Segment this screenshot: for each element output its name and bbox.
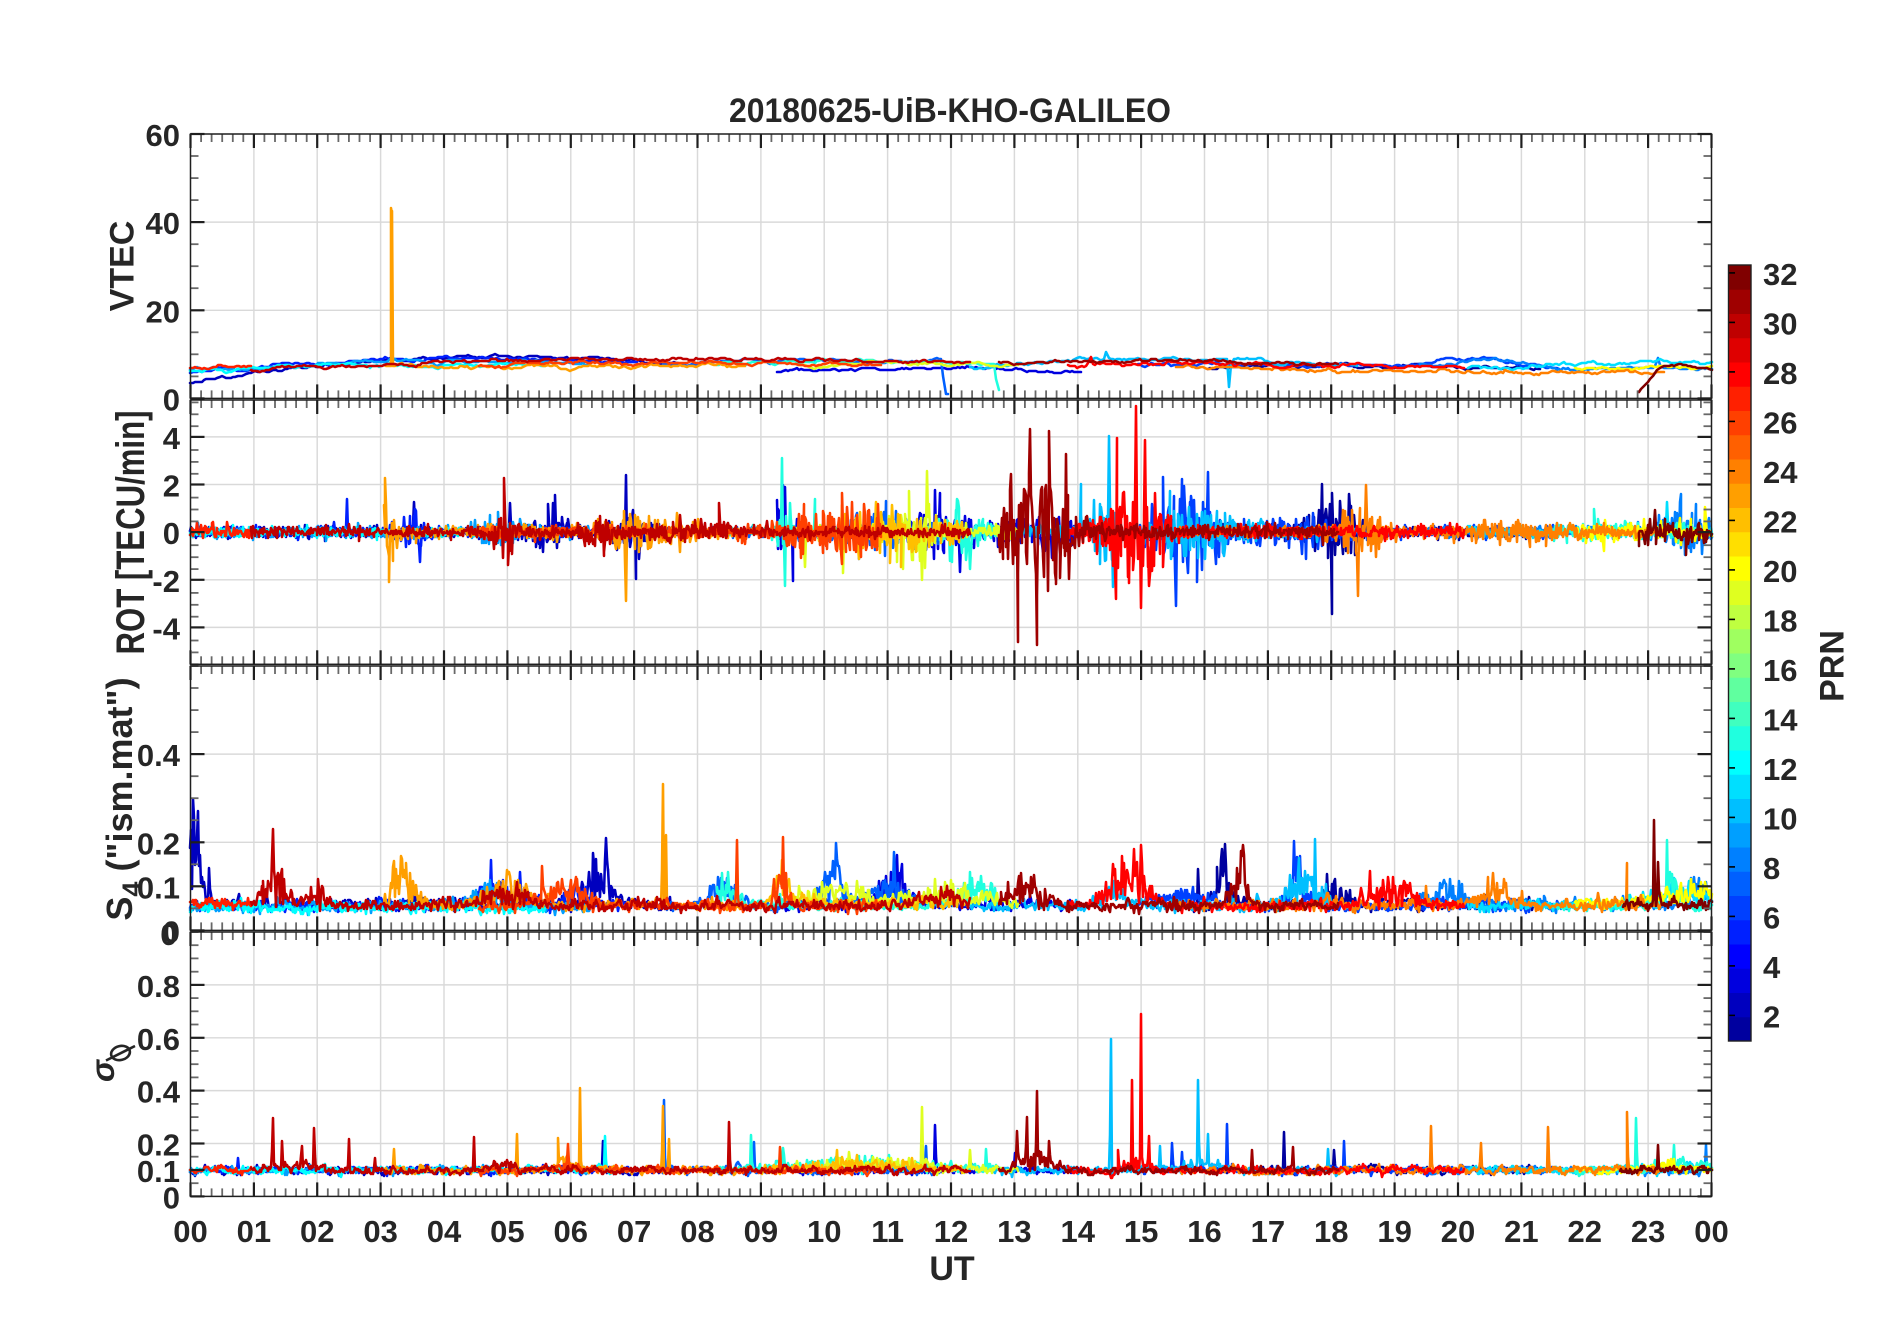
svg-text:20180625-UiB-KHO-GALILEO: 20180625-UiB-KHO-GALILEO [729,92,1171,130]
svg-text:0: 0 [163,382,180,417]
svg-text:0.1: 0.1 [137,1154,180,1189]
svg-text:0: 0 [160,917,177,952]
svg-text:18: 18 [1763,603,1797,638]
svg-text:13: 13 [997,1214,1031,1249]
svg-text:32: 32 [1763,257,1797,292]
svg-text:16: 16 [1187,1214,1221,1249]
svg-text:4: 4 [163,421,181,456]
svg-text:09: 09 [744,1214,778,1249]
svg-text:03: 03 [363,1214,397,1249]
svg-text:02: 02 [300,1214,334,1249]
svg-text:S4 ("ism.mat"): S4 ("ism.mat") [99,677,147,920]
svg-text:0.8: 0.8 [137,969,180,1004]
svg-text:11: 11 [871,1214,904,1249]
svg-text:0.1: 0.1 [137,870,180,905]
svg-text:05: 05 [490,1214,524,1249]
svg-text:6: 6 [1763,900,1780,935]
svg-text:21: 21 [1504,1214,1538,1249]
svg-text:24: 24 [1763,455,1798,490]
svg-text:0.6: 0.6 [137,1022,180,1057]
svg-text:18: 18 [1314,1214,1348,1249]
svg-text:15: 15 [1124,1214,1158,1249]
svg-text:8: 8 [1763,851,1780,886]
svg-text:2: 2 [1763,999,1780,1034]
svg-text:16: 16 [1763,653,1797,688]
svg-text:20: 20 [1763,554,1797,589]
svg-text:30: 30 [1763,306,1797,341]
svg-text:-2: -2 [152,564,180,599]
svg-text:17: 17 [1251,1214,1285,1249]
svg-text:10: 10 [1763,801,1797,836]
svg-text:0: 0 [163,914,180,949]
svg-text:14: 14 [1763,702,1798,737]
svg-text:-4: -4 [152,611,180,646]
svg-text:40: 40 [146,206,180,241]
svg-text:20: 20 [1441,1214,1475,1249]
svg-text:0.2: 0.2 [137,826,180,861]
svg-text:20: 20 [146,294,180,329]
svg-text:2: 2 [163,469,180,504]
svg-text:VTEC: VTEC [104,221,142,312]
svg-text:ROT [TECU/min]: ROT [TECU/min] [109,411,153,655]
svg-text:60: 60 [146,118,180,153]
svg-text:σ: σ [84,1059,121,1082]
svg-text:22: 22 [1568,1214,1602,1249]
svg-text:10: 10 [807,1214,841,1249]
svg-text:PRN: PRN [1814,630,1852,702]
svg-text:0.2: 0.2 [137,1128,180,1163]
svg-text:0.4: 0.4 [137,738,181,773]
svg-text:28: 28 [1763,356,1797,391]
svg-text:0: 0 [163,1180,180,1215]
svg-text:19: 19 [1377,1214,1411,1249]
svg-text:12: 12 [1763,752,1797,787]
svg-text:00: 00 [1694,1214,1728,1249]
svg-text:UT: UT [929,1250,975,1288]
svg-text:26: 26 [1763,405,1797,440]
svg-text:01: 01 [237,1214,271,1249]
svg-text:23: 23 [1631,1214,1665,1249]
svg-text:07: 07 [617,1214,651,1249]
svg-text:04: 04 [427,1214,462,1249]
svg-text:0.4: 0.4 [137,1075,181,1110]
svg-text:22: 22 [1763,504,1797,539]
svg-text:06: 06 [554,1214,588,1249]
svg-text:08: 08 [680,1214,714,1249]
svg-text:00: 00 [173,1214,207,1249]
svg-text:14: 14 [1061,1214,1096,1249]
svg-text:0: 0 [163,516,180,551]
svg-text:12: 12 [934,1214,968,1249]
svg-text:4: 4 [1763,950,1781,985]
